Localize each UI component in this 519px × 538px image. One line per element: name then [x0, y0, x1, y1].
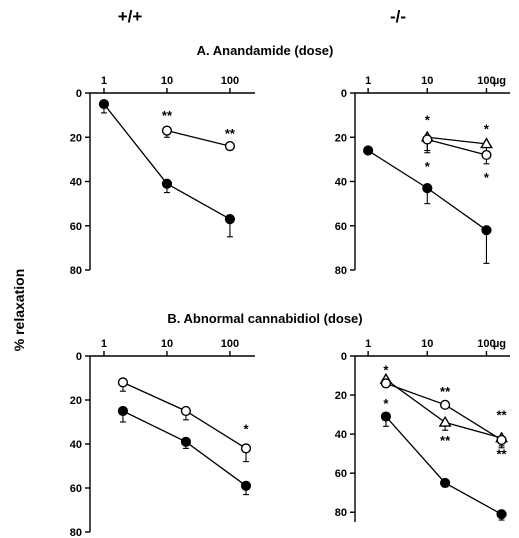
y-tick-label: 60: [70, 483, 82, 495]
data-point-filled-circle: [363, 145, 374, 156]
x-unit-label: µg: [493, 75, 506, 87]
data-point-open-circle: [117, 377, 129, 388]
y-tick-label: 80: [70, 265, 82, 277]
data-point-filled-circle: [422, 183, 433, 194]
y-tick-label: 20: [70, 395, 82, 407]
x-tick-label: 1: [101, 75, 107, 87]
panel-1: 0 20 40 60 80 1 10 100 ** **: [70, 75, 255, 277]
y-tick-label: 0: [341, 351, 347, 363]
y-axis-label: % relaxation: [11, 269, 27, 351]
data-point-open-triangle: [438, 415, 452, 427]
significance-marker: **: [225, 126, 236, 141]
series-line-filled-circle: [385, 416, 502, 515]
y-tick-label: 40: [335, 177, 347, 189]
data-point-filled-circle: [224, 214, 236, 225]
data-point-open-circle: [240, 443, 252, 454]
data-point-open-circle: [481, 149, 492, 161]
y-tick-label: 20: [335, 390, 347, 402]
y-tick-label: 20: [70, 132, 82, 144]
genotype-label-wildtype: +/+: [118, 7, 143, 26]
series-line-open-circle: [166, 129, 231, 147]
x-tick-label: 10: [161, 75, 173, 87]
y-tick-label: 80: [70, 527, 82, 538]
data-point-open-circle: [440, 399, 451, 410]
data-point-open-triangle: [480, 137, 493, 149]
x-tick-label: 10: [421, 338, 433, 350]
x-tick-label: 100: [477, 75, 495, 87]
x-tick-label: 100: [477, 338, 495, 350]
significance-marker: **: [496, 408, 507, 423]
x-tick-label: 10: [421, 75, 433, 87]
significance-marker: *: [243, 422, 249, 437]
y-tick-label: 60: [335, 221, 347, 233]
series-line-open-circle: [427, 138, 487, 156]
y-tick-label: 60: [335, 468, 347, 480]
data-point-open-circle: [161, 125, 173, 136]
x-unit-label: µg: [493, 338, 506, 350]
y-tick-label: 40: [335, 429, 347, 441]
significance-marker: **: [440, 433, 451, 448]
y-tick-label: 40: [70, 177, 82, 189]
y-tick-label: 80: [335, 507, 347, 519]
significance-marker: *: [425, 113, 431, 128]
data-point-filled-circle: [496, 509, 507, 520]
x-tick-label: 10: [161, 338, 173, 350]
data-point-filled-circle: [180, 436, 192, 447]
significance-marker: *: [484, 170, 490, 185]
x-tick-label: 100: [221, 338, 239, 350]
y-tick-label: 0: [341, 88, 347, 100]
y-tick-label: 0: [76, 88, 82, 100]
x-tick-label: 1: [365, 75, 371, 87]
significance-marker: *: [383, 363, 389, 378]
genotype-label-knockout: -/-: [390, 7, 406, 26]
y-tick-label: 20: [335, 132, 347, 144]
significance-marker: *: [425, 159, 431, 174]
section-title-b: B. Abnormal cannabidiol (dose): [167, 311, 362, 326]
y-tick-label: 0: [76, 351, 82, 363]
data-point-filled-circle: [440, 477, 451, 489]
x-tick-label: 1: [365, 338, 371, 350]
data-point-open-circle: [422, 134, 433, 145]
section-title-a: A. Anandamide (dose): [197, 43, 334, 58]
data-point-open-circle: [224, 141, 236, 152]
data-point-filled-circle: [481, 225, 492, 236]
series-line-open-triangle: [427, 136, 487, 145]
x-tick-label: 1: [101, 338, 107, 350]
data-point-filled-circle: [240, 480, 252, 491]
data-point-open-circle: [496, 434, 507, 446]
data-point-filled-circle: [380, 411, 392, 422]
y-tick-label: 80: [335, 265, 347, 277]
significance-marker: **: [162, 108, 173, 123]
y-tick-label: 60: [70, 221, 82, 233]
significance-marker: **: [496, 447, 507, 462]
data-point-open-circle: [380, 378, 392, 389]
data-point-filled-circle: [117, 405, 129, 417]
panel-3: 0 20 40 60 80 1 10 100 *: [70, 338, 255, 538]
data-point-open-circle: [180, 405, 192, 417]
data-point-filled-circle: [98, 98, 110, 110]
y-tick-label: 40: [70, 439, 82, 451]
significance-marker: *: [484, 121, 490, 136]
significance-marker: **: [440, 384, 451, 399]
data-point-filled-circle: [161, 178, 173, 189]
significance-marker: *: [383, 396, 389, 411]
x-tick-label: 100: [221, 75, 239, 87]
